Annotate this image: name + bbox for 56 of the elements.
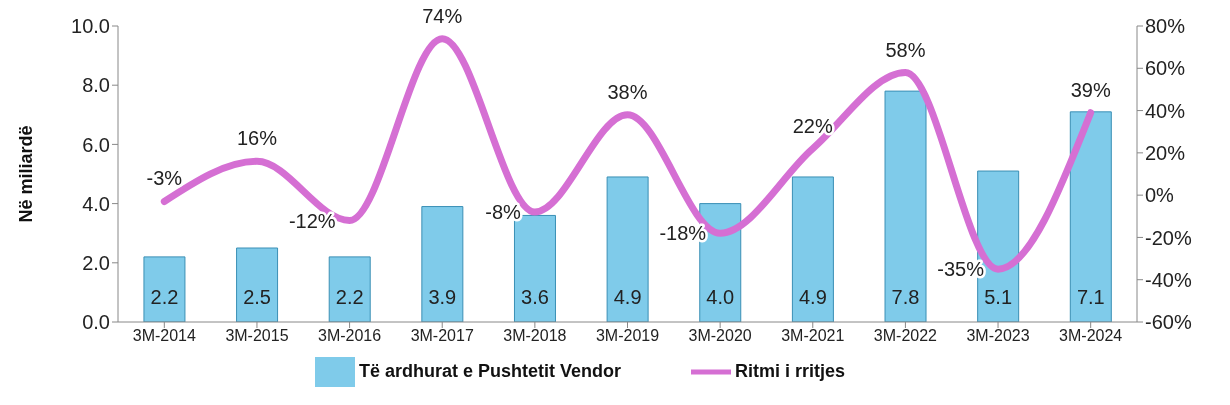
data-label: 7.8 [891,286,920,308]
data-label: 58% [885,38,926,61]
data-label: 4.0 [706,286,735,308]
y-tick-label: 6.0 [82,133,110,156]
y2-tick-label: -60% [1145,311,1192,334]
bar [884,90,927,322]
x-tick-label: 3M-2014 [132,327,196,345]
data-label: 16% [236,127,278,150]
y2-tick-label: 0% [1145,184,1175,207]
x-tick-label: 3M-2015 [225,327,289,345]
data-label: 2.5 [243,286,271,308]
y-axis-title: Në miliardë [16,125,37,223]
bar [143,256,186,322]
data-label: -8% [485,201,522,224]
data-label: 2.2 [335,286,364,308]
y-tick-label: 0.0 [82,311,110,334]
bar [791,176,834,322]
data-label: 22% [792,114,833,137]
bar [1069,111,1112,322]
data-label: 38% [607,80,648,103]
data-label: 7.1 [1076,286,1105,308]
y-tick-label: 10.0 [71,15,110,38]
x-tick-label: 3M-2018 [503,327,567,345]
data-label: -3% [146,167,183,190]
x-tick-label: 3M-2024 [1059,327,1123,345]
bar [421,206,464,322]
x-tick-label: 3M-2022 [873,327,938,345]
legend-label: Të ardhurat e Pushtetit Vendor [358,360,621,381]
y-tick-label: 2.0 [82,251,110,274]
y2-tick-label: 40% [1145,99,1186,122]
y-tick-label: 4.0 [82,192,110,215]
data-label: 74% [422,4,463,27]
data-label: 3.9 [428,286,457,308]
x-tick-label: 3M-2021 [781,327,845,345]
bar [236,247,279,322]
data-label: 3.6 [521,286,549,308]
x-tick-label: 3M-2023 [966,327,1030,345]
bar [328,256,371,322]
y2-tick-label: 20% [1145,141,1186,164]
x-tick-label: 3M-2017 [410,327,474,345]
y2-tick-label: -40% [1145,268,1192,291]
x-tick-label: 3M-2020 [688,327,752,345]
data-label: 5.1 [984,286,1013,308]
data-label: 4.9 [613,286,642,308]
data-label: -12% [288,209,336,232]
bar [606,176,649,322]
x-tick-label: 3M-2016 [318,327,382,345]
legend-label: Ritmi i rritjes [735,360,846,381]
x-tick-label: 3M-2019 [595,327,660,345]
data-label: 39% [1070,78,1111,101]
data-label: 2.2 [150,286,179,308]
data-label: 4.9 [798,286,827,308]
y2-tick-label: -20% [1145,226,1192,249]
y2-tick-label: 60% [1145,57,1186,80]
y-tick-label: 8.0 [82,74,110,97]
y2-tick-label: 80% [1145,15,1186,38]
